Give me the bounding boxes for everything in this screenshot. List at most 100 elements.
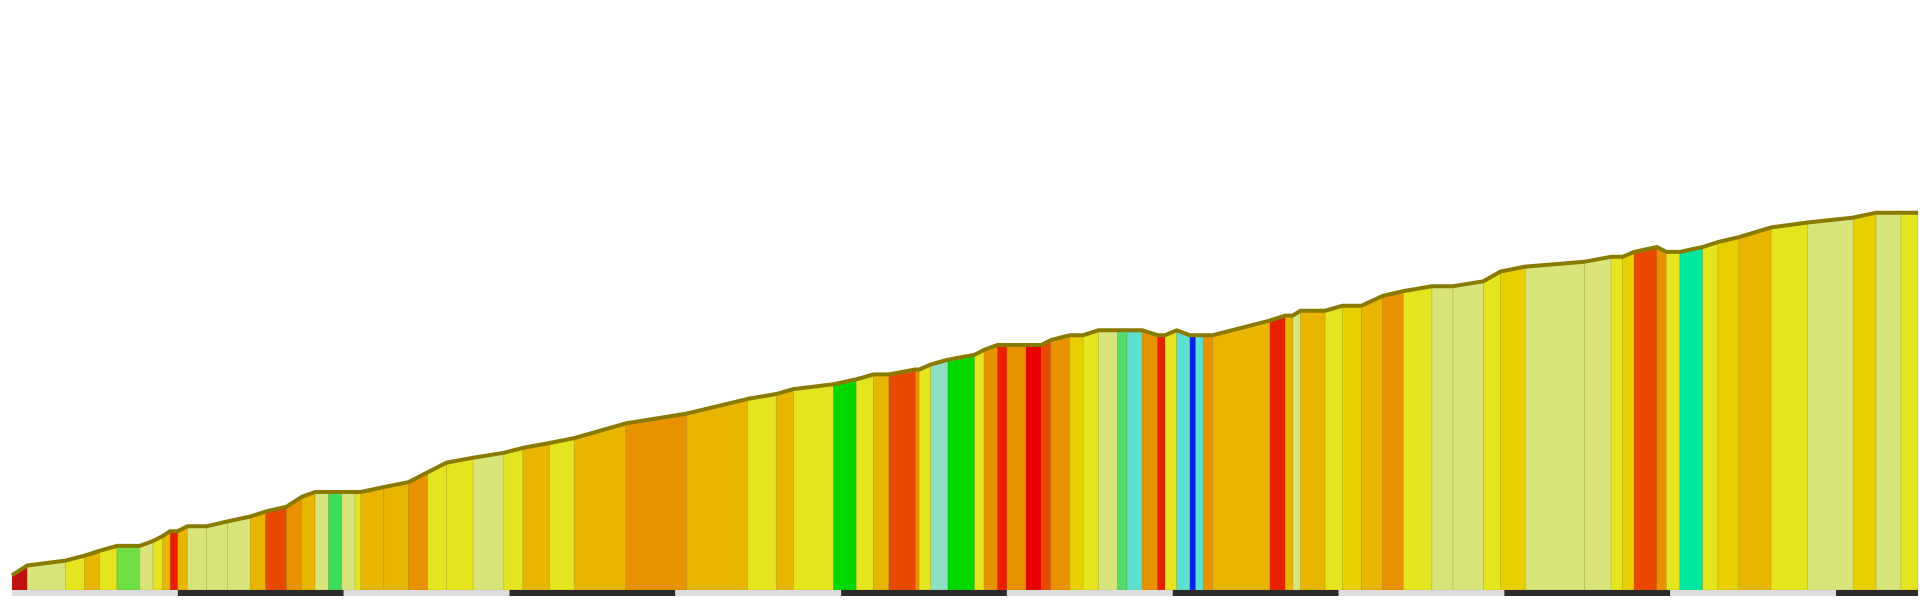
distance-scale-bar — [12, 590, 1918, 596]
scale-segment — [177, 590, 344, 596]
scale-segment — [1504, 590, 1671, 596]
gradient-segment — [1212, 319, 1271, 591]
gradient-segment — [915, 369, 920, 591]
gradient-segment — [1500, 266, 1526, 591]
gradient-segment — [327, 491, 343, 591]
gradient-segment — [1284, 315, 1294, 591]
gradient-segment — [1189, 334, 1197, 591]
gradient-segment — [1098, 329, 1118, 591]
gradient-segment — [930, 359, 949, 591]
gradient-segment — [775, 388, 794, 591]
gradient-segment — [918, 363, 932, 591]
gradient-segment — [1195, 334, 1204, 591]
gradient-segment — [1875, 212, 1902, 591]
gradient-segment — [997, 344, 1008, 591]
gradient-segment — [549, 437, 575, 591]
gradient-segment — [873, 373, 890, 591]
gradient-segment — [1341, 305, 1362, 591]
gradient-segment — [1082, 329, 1099, 591]
gradient-segment — [573, 422, 627, 591]
gradient-segment — [503, 447, 524, 591]
gradient-segment — [1717, 236, 1740, 591]
gradient-segment — [354, 491, 362, 591]
gradient-segment — [314, 491, 329, 591]
gradient-segment — [1524, 261, 1585, 591]
gradient-segment — [1679, 246, 1704, 591]
gradient-segment — [286, 496, 303, 591]
gradient-segment — [472, 452, 505, 591]
gradient-segment — [99, 545, 118, 591]
gradient-segment — [1900, 212, 1919, 591]
gradient-segment — [249, 511, 266, 591]
gradient-segment — [1807, 217, 1854, 591]
profile-outline — [10, 210, 1918, 577]
gradient-segment — [974, 349, 985, 591]
gradient-segment — [1202, 334, 1214, 591]
gradient-segment — [1025, 344, 1042, 591]
gradient-segments — [11, 212, 1919, 591]
gradient-segment — [1584, 256, 1612, 591]
scale-segment — [1172, 590, 1339, 596]
gradient-segment — [1164, 329, 1177, 591]
gradient-segment — [888, 369, 916, 591]
gradient-segment — [983, 344, 998, 591]
gradient-segment — [169, 530, 179, 591]
gradient-segment — [1610, 256, 1623, 591]
gradient-segment — [1292, 309, 1301, 591]
gradient-segment — [446, 457, 474, 591]
gradient-segment — [1157, 334, 1166, 591]
gradient-segment — [1126, 329, 1143, 591]
scale-segment — [1836, 590, 1918, 596]
gradient-segment — [1006, 344, 1027, 591]
gradient-segment — [1770, 222, 1808, 591]
gradient-segment — [947, 354, 975, 591]
scale-segment — [343, 590, 510, 596]
gradient-segment — [341, 491, 356, 591]
gradient-segment — [1656, 246, 1667, 591]
gradient-segment — [1452, 280, 1484, 591]
scale-segment — [509, 590, 676, 596]
gradient-segment — [1738, 226, 1772, 591]
gradient-segment — [1324, 305, 1343, 591]
gradient-segment — [747, 393, 777, 591]
gradient-segment — [1141, 329, 1158, 591]
gradient-segment — [1382, 290, 1404, 591]
gradient-segment — [301, 491, 316, 591]
gradient-segment — [1431, 285, 1454, 591]
gradient-segment — [793, 383, 834, 591]
gradient-segment — [206, 520, 228, 591]
gradient-segment — [625, 413, 688, 591]
gradient-segment — [1117, 329, 1128, 591]
gradient-segment — [1040, 339, 1052, 591]
gradient-segment — [383, 481, 409, 591]
gradient-segment — [855, 373, 874, 591]
gradient-segment — [833, 378, 857, 591]
scale-segment — [1006, 590, 1173, 596]
gradient-segment — [360, 486, 385, 591]
gradient-segment — [1483, 270, 1501, 591]
gradient-segment — [1176, 329, 1191, 591]
gradient-segment — [177, 525, 188, 591]
gradient-segment — [186, 525, 207, 591]
gradient-segment — [1402, 285, 1433, 591]
gradient-segment — [162, 530, 171, 591]
gradient-segment — [1269, 315, 1286, 591]
gradient-segment — [686, 398, 749, 591]
gradient-segment — [1622, 251, 1635, 591]
gradient-segment — [408, 471, 428, 591]
scale-segment — [1338, 590, 1505, 596]
gradient-segment — [1069, 334, 1084, 591]
gradient-segment — [1050, 334, 1071, 591]
gradient-segment — [1852, 212, 1877, 591]
gradient-segment — [152, 535, 163, 591]
gradient-segment — [265, 506, 287, 591]
scale-segment — [12, 590, 178, 596]
scale-segment — [1670, 590, 1837, 596]
scale-segment — [841, 590, 1007, 596]
scale-segment — [675, 590, 842, 596]
gradient-segment — [1702, 241, 1719, 591]
gradient-segment — [139, 540, 154, 591]
gradient-segment — [116, 545, 141, 591]
